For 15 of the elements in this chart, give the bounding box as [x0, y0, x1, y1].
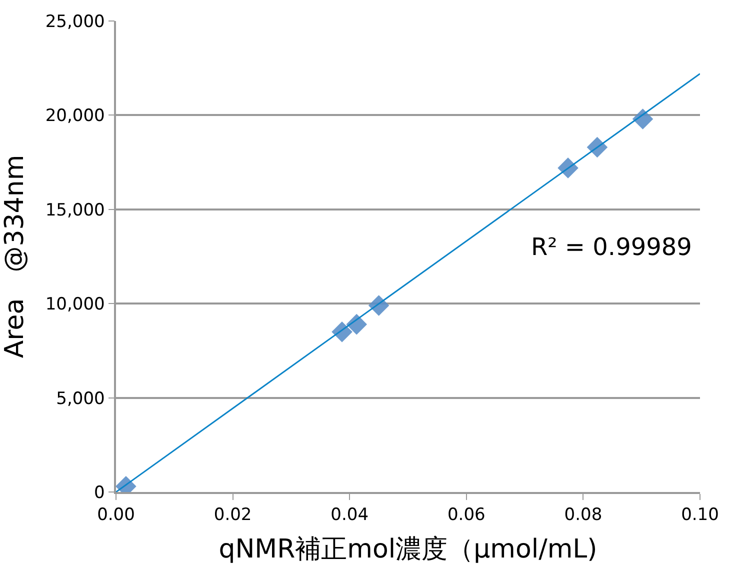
y-tick-label: 15,000 [45, 200, 105, 220]
x-tick-label: 0.00 [97, 505, 135, 526]
x-tick-label: 0.02 [214, 505, 252, 526]
x-axis-title: qNMR補正mol濃度（μmol/mL) [218, 534, 598, 564]
x-tick-label: 0.04 [330, 505, 369, 526]
y-tick-label: 10,000 [45, 294, 105, 315]
y-tick-label: 5,000 [56, 388, 105, 409]
y-tick-label: 0 [94, 482, 105, 503]
y-axis-title: Area @334nm [0, 154, 30, 358]
x-tick-label: 0.06 [447, 505, 486, 526]
x-tick-label: 0.08 [564, 505, 602, 526]
y-tick-label: 20,000 [45, 106, 105, 126]
annotation: R² = 0.99989 [531, 233, 692, 261]
x-tick-label: 0.10 [681, 505, 719, 526]
y-tick-label: 25,000 [45, 12, 105, 32]
